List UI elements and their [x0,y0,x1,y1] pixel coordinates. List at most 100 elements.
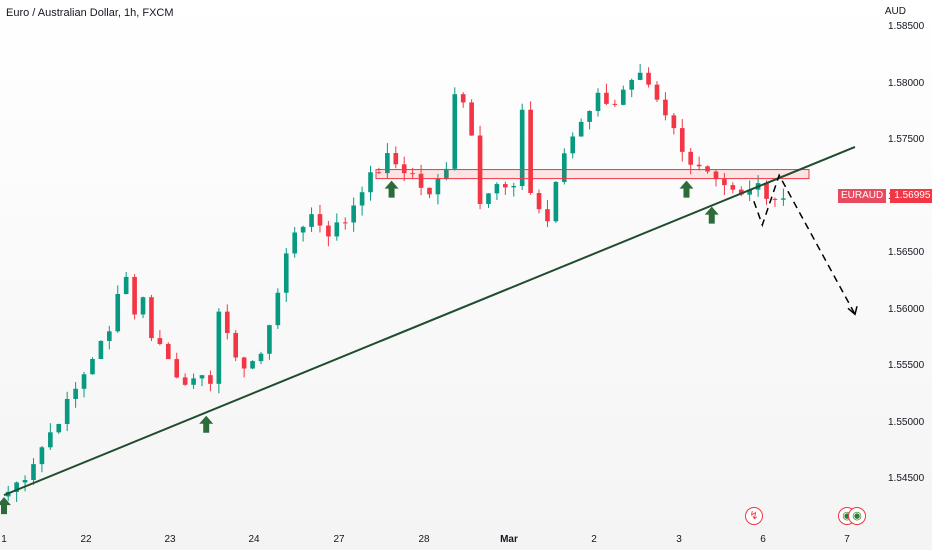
candle-body [317,214,323,226]
candle-body [165,343,171,360]
y-tick-label: 1.57500 [888,134,925,146]
candle-body [14,482,19,492]
candle-body [140,297,146,315]
candle-body [696,164,702,167]
candle-body [511,185,517,188]
candle-body [283,253,289,293]
projection-layer [753,173,858,316]
candle-body [208,375,213,384]
projection-path [753,173,856,315]
candle-body [107,331,112,341]
candle-body [418,173,424,188]
lightning-icon[interactable]: ↯ [745,507,763,525]
trendline-layer [3,146,856,497]
candle-body [435,178,441,195]
y-tick-label: 1.56500 [888,247,925,259]
candle-body [157,338,163,344]
candle-body [250,361,255,369]
candle-body [427,187,432,195]
candle-body [663,99,668,116]
candle-body [132,276,137,315]
x-tick-label: 23 [164,534,176,545]
support-arrow [704,206,719,224]
candle-body [587,110,592,122]
candle-body [73,388,78,399]
candle-body [39,447,45,465]
candle-body [519,109,525,186]
currency-unit: AUD [884,6,906,17]
candle-body [612,103,618,105]
x-tick-label: 1 [1,534,7,545]
candle-body [233,332,239,358]
candle-body [528,109,533,194]
candle-body [401,164,407,174]
candle-body [309,214,314,227]
candle-body [326,225,331,237]
candle-body [191,378,196,385]
candles-layer [5,64,786,502]
candle-body [216,311,222,384]
candle-body [81,374,87,389]
projection-arrowhead [847,306,858,316]
candle-body [738,189,744,195]
resistance-zone-layer [375,169,810,180]
candle-body [629,79,635,90]
price-tag-value: 1.56995 [890,189,932,203]
support-arrow [199,415,214,433]
candle-body [300,226,306,233]
y-tick-label: 1.55000 [888,416,925,428]
candle-body [561,153,567,182]
candle-body [258,353,264,362]
y-tick-label: 1.56000 [888,303,925,315]
x-tick-label: 24 [248,534,260,545]
candle-body [182,377,188,385]
candle-body [722,179,727,186]
candle-body [654,84,660,100]
candle-body [275,292,281,326]
candle-body [646,72,651,85]
chart-title: Euro / Australian Dollar, 1h, FXCM [6,7,174,19]
candle-body [292,232,298,254]
candle-body [486,193,491,204]
x-tick-label: 2 [591,534,597,545]
candle-body [469,102,474,136]
last-price-tag: EURAUD 1.56995 [838,189,932,203]
candle-body [494,184,500,194]
resistance-zone [375,169,810,180]
candle-body [637,72,643,80]
candle-body [595,92,601,111]
candle-body [747,189,752,195]
candle-body [570,136,576,154]
candle-body [48,432,53,448]
x-tick-label: 3 [676,534,682,545]
x-tick-label: Mar [500,534,518,545]
candle-body [98,340,104,360]
dividend-icon[interactable]: ◉ [848,507,866,525]
candle-body [199,375,205,379]
candle-body [115,294,121,332]
candle-body [604,92,609,104]
candle-body [174,359,180,378]
candle-body [460,94,466,103]
candle-body [452,94,458,169]
candle-body [359,192,365,206]
candle-body [553,181,559,222]
candle-body [620,89,626,105]
x-tick-label: 7 [844,534,850,545]
candle-body [342,222,348,224]
support-arrow [0,497,11,515]
candle-body [444,168,449,179]
candle-body [31,464,36,480]
support-arrow [679,180,694,198]
y-tick-label: 1.58000 [888,77,925,89]
candle-body [368,172,373,193]
candle-body [56,423,62,433]
candle-body [267,325,272,354]
candle-body [772,198,778,200]
x-tick-label: 6 [760,534,766,545]
candle-body [410,173,415,175]
y-tick-label: 1.58500 [888,21,925,33]
candle-body [241,357,247,369]
